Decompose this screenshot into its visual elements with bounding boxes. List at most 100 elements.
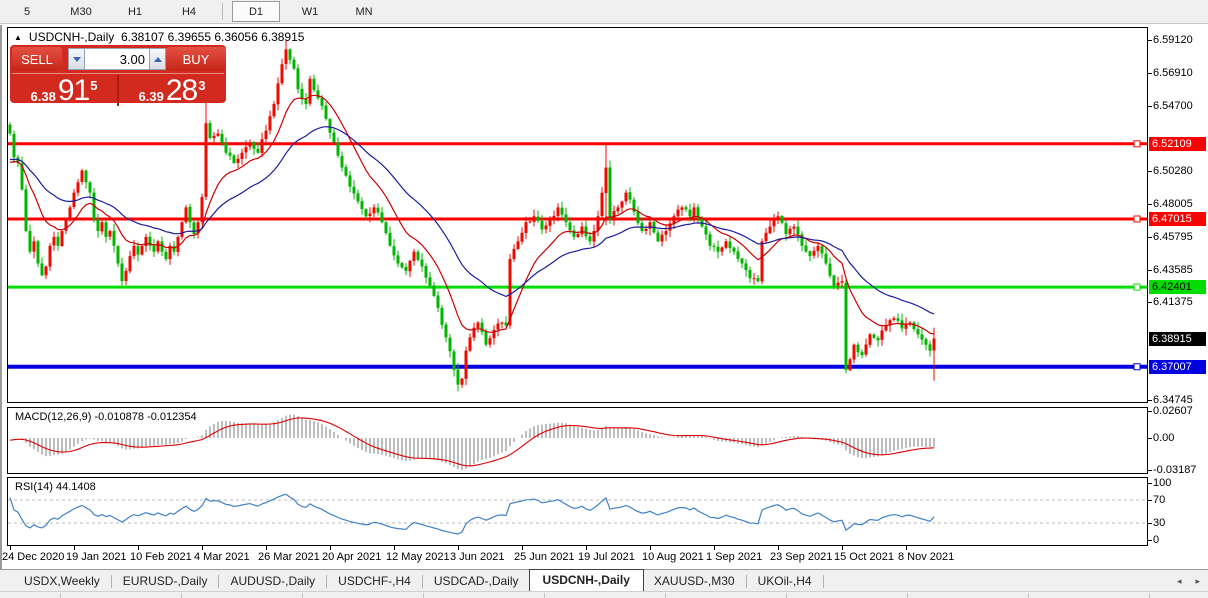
price-chart-canvas[interactable] (8, 28, 1147, 402)
price-axis-label: 6.54700 (1153, 100, 1193, 112)
time-axis-tick (842, 546, 843, 550)
macd-axis-label: 0.00 (1153, 432, 1175, 444)
time-axis-tick (522, 546, 523, 550)
buy-price-big: 28 (165, 74, 198, 107)
price-axis-tick (1148, 400, 1152, 401)
time-axis-tick (650, 546, 651, 550)
time-axis-label: 10 Feb 2021 (130, 551, 192, 563)
status-separator (302, 593, 303, 598)
chart-tab-usdcnh-daily[interactable]: USDCNH-,Daily (528, 569, 644, 592)
time-axis-label: 4 Mar 2021 (194, 551, 250, 563)
timeframe-button-d1[interactable]: D1 (232, 1, 280, 22)
status-separator (181, 593, 182, 598)
volume-decrease-button[interactable] (68, 48, 85, 70)
time-axis-label: 12 May 2021 (386, 551, 450, 563)
rsi-axis-label: 0 (1153, 534, 1160, 546)
buy-price-display[interactable]: 6.39 28 3 (120, 75, 224, 106)
macd-label: MACD(12,26,9) -0.010878 -0.012354 (15, 411, 197, 423)
rsi-axis-label: 100 (1153, 477, 1172, 489)
timeframe-toolbar: 5 M30 H1 H4 D1 W1 MN (0, 0, 1208, 24)
collapse-arrow-icon[interactable]: ▲ (14, 33, 22, 42)
toolbar-separator (222, 3, 223, 20)
volume-stepper (68, 48, 166, 70)
sell-price-small: 6.38 (30, 89, 56, 104)
price-axis-tick (1148, 270, 1152, 271)
time-axis-tick (138, 546, 139, 550)
buy-price-small: 6.39 (138, 89, 164, 104)
time-axis-label: 1 Sep 2021 (706, 551, 763, 563)
chart-tab-usdchf-h4[interactable]: USDCHF-,H4 (338, 574, 411, 588)
price-axis-label: 6.50280 (1153, 165, 1193, 177)
macd-canvas[interactable] (8, 408, 1147, 473)
tab-separator (745, 575, 747, 588)
chart-tab-audusd-daily[interactable]: AUDUSD-,Daily (230, 574, 316, 588)
tab-scroll-right-icon[interactable]: ▸ (1195, 576, 1200, 586)
status-separator (423, 593, 424, 598)
time-axis-label: 25 Jun 2021 (514, 551, 575, 563)
chart-tab-ukoil-h4[interactable]: UKOil-,H4 (757, 574, 812, 588)
time-axis-label: 20 Apr 2021 (322, 551, 382, 563)
sell-price-sup: 5 (90, 78, 98, 93)
rsi-axis-tick (1148, 483, 1152, 484)
timeframe-button-5[interactable]: 5 (23, 5, 31, 18)
timeframe-button-w1[interactable]: W1 (301, 5, 319, 18)
sell-price-display[interactable]: 6.38 91 5 (12, 75, 116, 106)
time-axis-tick (266, 546, 267, 550)
rsi-axis-tick (1148, 540, 1152, 541)
hline-price-label: 6.37007 (1149, 360, 1206, 374)
status-separator (1028, 593, 1029, 598)
chart-tab-usdcad-daily[interactable]: USDCAD-,Daily (433, 574, 519, 588)
rsi-canvas[interactable] (8, 478, 1147, 545)
sell-button[interactable]: SELL (12, 47, 62, 71)
hline-price-label: 6.47015 (1149, 212, 1206, 226)
price-axis-tick (1148, 171, 1152, 172)
chart-tabbar: USDX,Weekly EURUSD-,Daily AUDUSD-,Daily USD… (0, 569, 1208, 592)
timeframe-button-mn[interactable]: MN (355, 5, 373, 18)
hline-price-label: 6.52109 (1149, 137, 1206, 151)
macd-axis-tick (1148, 470, 1152, 471)
status-separator (1149, 593, 1150, 598)
tab-scroll-left-icon[interactable]: ◂ (1176, 576, 1182, 586)
window-edge (0, 25, 2, 591)
price-separator (117, 75, 119, 106)
chart-tab-usdx-weekly[interactable]: USDX,Weekly (24, 574, 100, 588)
tab-separator (421, 575, 423, 588)
volume-increase-button[interactable] (149, 48, 166, 70)
chart-tab-xauusd-m30[interactable]: XAUUSD-,M30 (653, 574, 735, 588)
rsi-axis-tick (1148, 500, 1152, 501)
price-axis-label: 6.45795 (1153, 231, 1193, 243)
current-price-label: 6.38915 (1149, 332, 1206, 346)
status-separator (907, 593, 908, 598)
macd-axis-label: 0.02607 (1153, 405, 1193, 417)
timeframe-button-h4[interactable]: H4 (181, 5, 197, 18)
chart-ohlc-values: 6.38107 6.39655 6.36056 6.38915 (120, 30, 305, 44)
macd-axis-label: -0.03187 (1153, 464, 1197, 476)
price-axis-label: 6.34745 (1153, 394, 1193, 406)
timeframe-button-m30[interactable]: M30 (70, 5, 92, 18)
status-strip (0, 591, 1208, 598)
buy-price-sup: 3 (198, 78, 206, 93)
rsi-pane[interactable]: RSI(14) 44.1408 (7, 477, 1148, 546)
price-axis-tick (1148, 237, 1152, 238)
tab-separator (822, 575, 824, 588)
time-axis-tick (330, 546, 331, 550)
time-axis-label: 24 Dec 2020 (2, 551, 65, 563)
price-axis-tick (1148, 73, 1152, 74)
buy-button[interactable]: BUY (166, 47, 226, 71)
price-axis-label: 6.41375 (1153, 296, 1193, 308)
macd-pane[interactable]: MACD(12,26,9) -0.010878 -0.012354 (7, 407, 1148, 474)
rsi-label: RSI(14) 44.1408 (15, 481, 96, 493)
hline-price-label: 6.42401 (1149, 280, 1206, 294)
chart-tab-eurusd-daily[interactable]: EURUSD-,Daily (122, 574, 208, 588)
triangle-down-icon (72, 56, 81, 62)
status-separator (786, 593, 787, 598)
timeframe-button-h1[interactable]: H1 (127, 5, 143, 18)
price-axis-tick (1148, 302, 1152, 303)
rsi-axis-tick (1148, 523, 1152, 524)
volume-input[interactable] (85, 48, 149, 70)
triangle-up-icon (153, 56, 162, 62)
chart-title: ▲ USDCNH-,Daily 6.38107 6.39655 6.36056 6… (14, 30, 304, 44)
time-axis-tick (586, 546, 587, 550)
